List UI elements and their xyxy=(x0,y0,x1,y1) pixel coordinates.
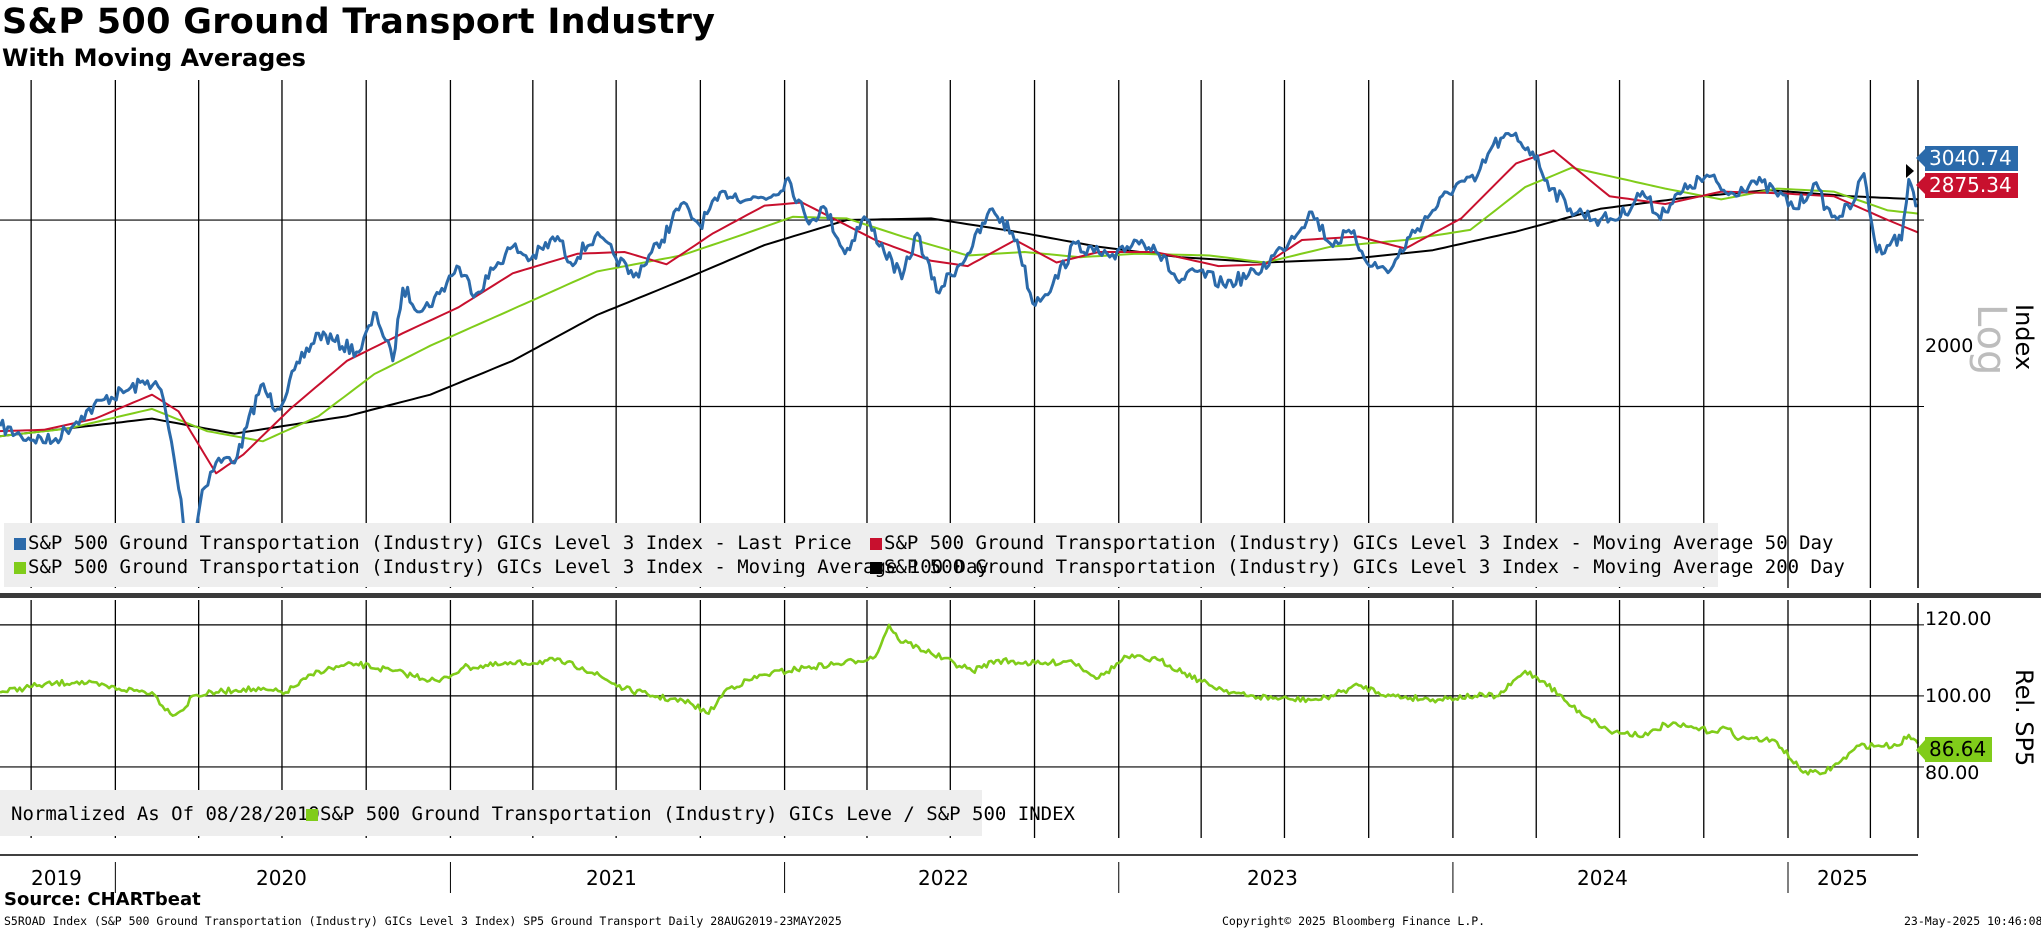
chart-subtitle: With Moving Averages xyxy=(2,44,306,72)
last-price-tag: 3040.74 xyxy=(1925,146,2018,171)
series-line-relative xyxy=(0,623,1920,776)
legend-swatch-ma200 xyxy=(870,562,882,574)
lower-y-tick-80: 80.00 xyxy=(1925,762,1980,784)
legend-label: S&P 500 Ground Transportation (Industry)… xyxy=(28,532,852,554)
ma200-marker xyxy=(1906,164,1914,178)
series-line-last-price xyxy=(0,131,1919,566)
lower-legend: Normalized As Of 08/28/2019 S&P 500 Grou… xyxy=(0,790,1075,836)
lower-y-tick-120: 120.00 xyxy=(1925,608,1992,630)
legend-label: S&P 500 Ground Transportation (Industry)… xyxy=(884,556,1845,578)
x-tick-2022: 2022 xyxy=(918,866,969,890)
legend-swatch-ma100 xyxy=(14,562,26,574)
legend-item-last-price: S&P 500 Ground Transportation (Industry)… xyxy=(14,531,852,555)
upper-legend: S&P 500 Ground Transportation (Industry)… xyxy=(4,523,1845,587)
series-line-ma100 xyxy=(0,166,1919,443)
series-layer xyxy=(0,131,1920,776)
lower-y-tick-100: 100.00 xyxy=(1925,685,1992,707)
upper-y-axis-title: Index xyxy=(2010,304,2038,371)
legend-item-ma200: S&P 500 Ground Transportation (Industry)… xyxy=(870,555,1845,579)
source-label: Source: CHARTbeat xyxy=(4,889,201,910)
legend-swatch-ma50 xyxy=(870,538,882,550)
chart-title: S&P 500 Ground Transport Industry xyxy=(2,2,716,42)
legend-label: Normalized As Of 08/28/2019 xyxy=(11,803,320,825)
log-scale-label: Log xyxy=(1968,304,2014,376)
footer-timestamp: 23-May-2025 10:46:08 xyxy=(1904,914,2041,928)
x-tick-2024: 2024 xyxy=(1577,866,1628,890)
series-line-ma50 xyxy=(0,149,1919,475)
frame-layer xyxy=(0,80,2041,893)
x-tick-2025: 2025 xyxy=(1817,866,1868,890)
legend-label: S&P 500 Ground Transportation (Industry)… xyxy=(320,803,1075,825)
last-price-tag-pointer xyxy=(1916,149,1925,167)
relative-last-tag: 86.64 xyxy=(1925,737,1993,762)
legend-label: S&P 500 Ground Transportation (Industry)… xyxy=(28,556,989,578)
x-tick-2023: 2023 xyxy=(1247,866,1298,890)
footer-ticker-info: S5ROAD Index (S&P 500 Ground Transportat… xyxy=(4,914,842,928)
legend-swatch-price xyxy=(14,538,26,550)
footer-copyright: Copyright© 2025 Bloomberg Finance L.P. xyxy=(1222,914,1486,928)
x-tick-2019: 2019 xyxy=(31,866,82,890)
legend-item-ma100: S&P 500 Ground Transportation (Industry)… xyxy=(14,555,989,579)
grid-layer xyxy=(0,80,1918,838)
ma50-tag: 2875.34 xyxy=(1925,173,2018,198)
panel-separator xyxy=(0,593,2041,598)
relative-tag-pointer xyxy=(1916,740,1925,760)
upper-y-tick-2000: 2000 xyxy=(1925,335,1974,357)
ma50-tag-pointer xyxy=(1916,176,1925,194)
x-tick-2020: 2020 xyxy=(256,866,307,890)
legend-label: S&P 500 Ground Transportation (Industry)… xyxy=(884,532,1834,554)
legend-normalized-label: Normalized As Of 08/28/2019 xyxy=(11,802,320,826)
x-tick-2021: 2021 xyxy=(586,866,637,890)
legend-item-ma50: S&P 500 Ground Transportation (Industry)… xyxy=(870,531,1833,555)
legend-item-relative: S&P 500 Ground Transportation (Industry)… xyxy=(306,802,1075,826)
series-line-ma200 xyxy=(0,189,1919,438)
lower-y-axis-title: Rel. SP5 xyxy=(2010,669,2038,767)
legend-swatch-relative xyxy=(306,809,318,821)
